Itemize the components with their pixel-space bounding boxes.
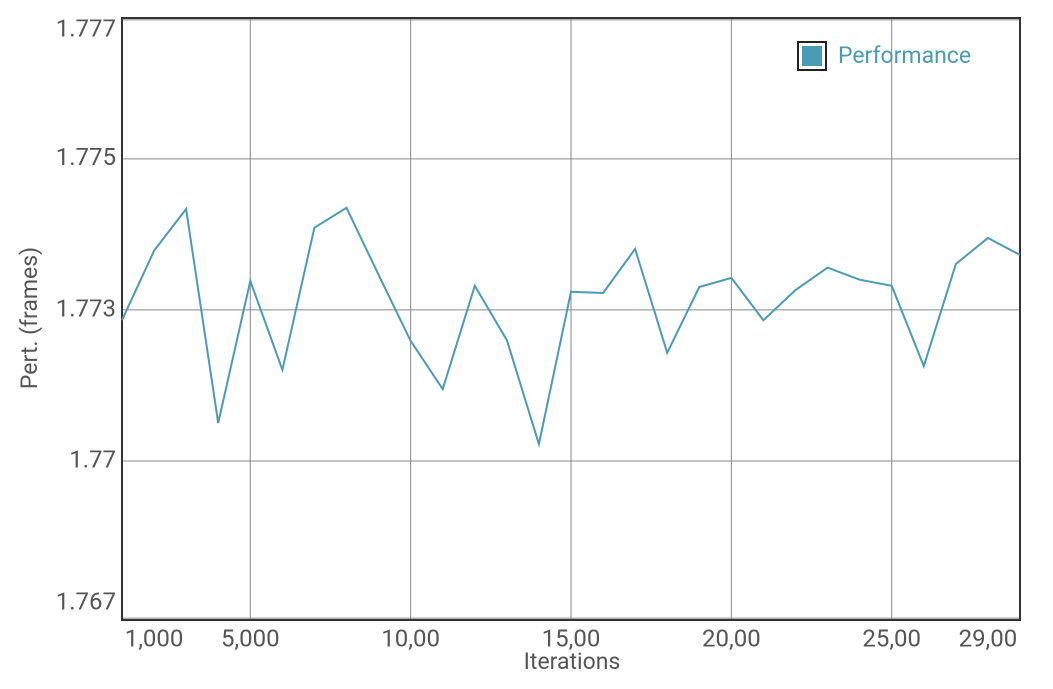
y-tick-label: 1.773 [56,294,116,322]
legend-swatch-fill [802,46,822,66]
y-axis-title: Pert. (frames) [16,247,43,389]
line-series [121,206,1021,449]
y-tick-label: 1.77 [69,445,116,473]
x-tick-label: 25,00 [862,624,921,652]
x-tick-label: 1,000 [125,624,184,652]
x-tick-label: 20,00 [702,624,761,652]
x-tick-label: 10,00 [381,624,440,652]
x-tick-label: 29,00 [959,624,1018,652]
x-tick-label: 15,00 [542,624,601,652]
y-tick-label: 1.775 [56,143,116,171]
x-axis-title: Iterations [524,648,621,675]
legend-label: Performance [838,42,971,69]
x-tick-label: 5,000 [221,624,280,652]
y-tick-label: 1.767 [56,587,116,615]
y-tick-label: 1.777 [56,14,116,42]
